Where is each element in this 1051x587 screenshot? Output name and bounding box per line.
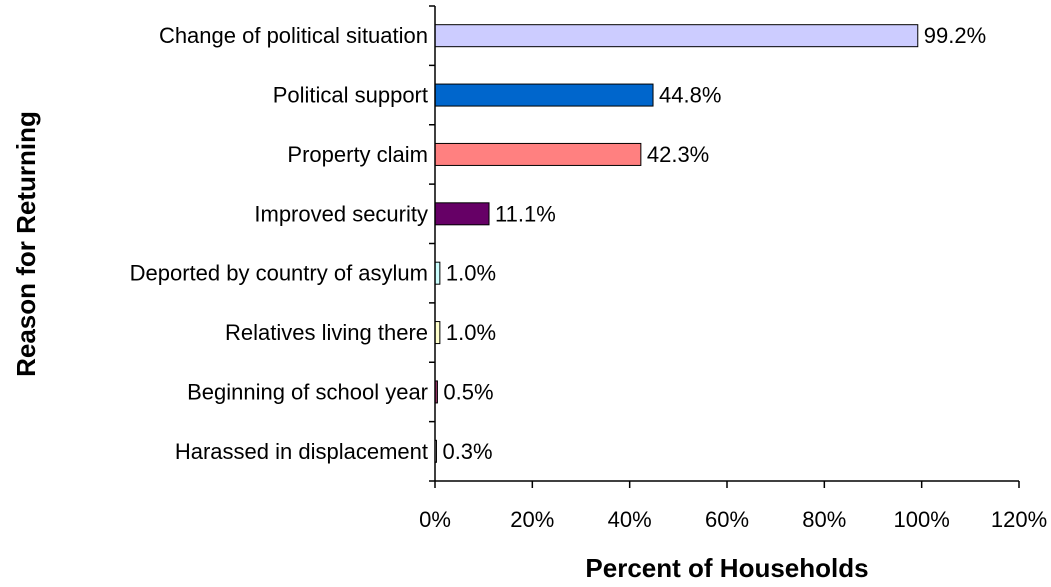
labels-layer: Change of political situation 99.2% Politi… — [130, 23, 1048, 532]
bars-layer — [434, 24, 919, 463]
bar-political-support — [434, 83, 654, 107]
value-label: 1.0% — [446, 320, 496, 345]
x-tick-label: 20% — [510, 507, 554, 532]
category-label: Political support — [273, 83, 428, 108]
x-tick-label: 100% — [894, 507, 950, 532]
category-label: Deported by country of asylum — [130, 261, 428, 286]
value-label: 1.0% — [446, 261, 496, 286]
ticks-layer — [429, 5, 1020, 488]
category-label: Improved security — [254, 201, 428, 226]
category-label: Property claim — [287, 142, 428, 167]
value-label: 99.2% — [924, 23, 986, 48]
value-label: 0.3% — [442, 439, 492, 464]
value-label: 44.8% — [659, 83, 721, 108]
bar-property-claim — [434, 142, 642, 166]
category-label: Harassed in displacement — [175, 439, 428, 464]
x-axis-title: Percent of Households — [585, 553, 868, 583]
value-label: 42.3% — [647, 142, 709, 167]
category-label: Change of political situation — [159, 23, 428, 48]
x-tick-label: 0% — [419, 507, 451, 532]
x-tick-label: 60% — [705, 507, 749, 532]
bar-improved-security — [434, 202, 490, 226]
value-label: 0.5% — [443, 379, 493, 404]
category-label: Relatives living there — [225, 320, 428, 345]
x-tick-label: 40% — [608, 507, 652, 532]
x-tick-label: 80% — [802, 507, 846, 532]
x-tick-label: 120% — [991, 507, 1047, 532]
category-label: Beginning of school year — [187, 379, 428, 404]
axes-layer — [434, 6, 1019, 482]
bar-change-of-political-situation — [434, 24, 919, 48]
y-axis-title: Reason for Returning — [11, 111, 41, 377]
value-label: 11.1% — [495, 201, 556, 226]
